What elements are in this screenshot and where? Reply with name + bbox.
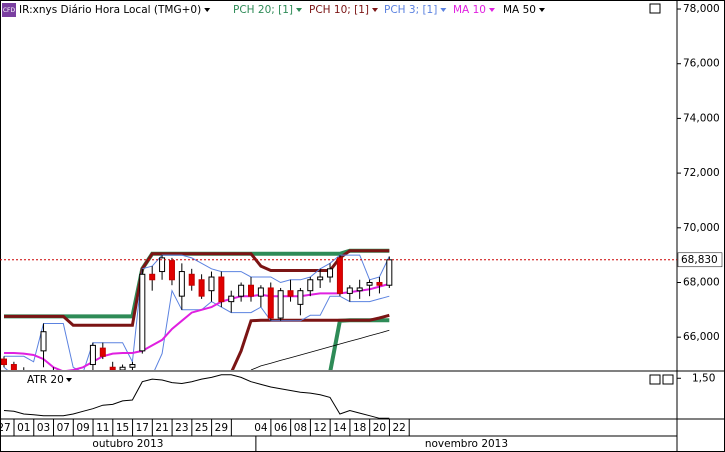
series-line xyxy=(230,313,390,370)
candle-body xyxy=(129,364,136,368)
series-line xyxy=(4,282,390,370)
atr-panel xyxy=(3,374,390,419)
candle-body xyxy=(149,273,156,281)
atr-title[interactable]: ATR 20 xyxy=(27,374,64,386)
x-tick-label: 23 xyxy=(175,422,188,434)
candle-body xyxy=(10,364,17,370)
dropdown[interactable] xyxy=(204,8,211,12)
last-price-box xyxy=(677,252,723,268)
candle-body xyxy=(356,287,363,292)
dropdown[interactable] xyxy=(538,8,545,12)
candle-body xyxy=(277,290,284,319)
plot-area xyxy=(1,248,393,370)
candle-body xyxy=(376,281,383,286)
last-price-label: 68,830 xyxy=(681,254,718,266)
candle-body xyxy=(238,284,245,297)
month-label: outubro 2013 xyxy=(92,438,163,450)
series-line xyxy=(3,374,390,419)
candle-body xyxy=(168,260,175,281)
x-tick-label: 21 xyxy=(155,422,168,434)
candle-body xyxy=(346,287,353,294)
x-tick-label: 12 xyxy=(313,422,326,434)
x-tick-label: 09 xyxy=(76,422,89,434)
dropdown[interactable] xyxy=(440,8,447,12)
dropdown[interactable] xyxy=(296,8,303,12)
legend-entry[interactable]: PCH 10; [1] xyxy=(309,4,369,16)
candle-body xyxy=(248,284,254,297)
y-tick-label: 74,000 xyxy=(683,112,720,124)
chart-title[interactable]: IR:xnys Diário Hora Local (TMG+0) xyxy=(19,4,201,16)
x-tick-label: 11 xyxy=(96,422,109,434)
x-tick-label: 17 xyxy=(136,422,149,434)
candle-body xyxy=(336,257,343,294)
x-tick-label: 08 xyxy=(294,422,307,434)
candle-body xyxy=(198,279,205,297)
x-tick-label: 18 xyxy=(353,422,366,434)
candle-body xyxy=(366,281,373,286)
series-line xyxy=(3,289,390,370)
candle-body xyxy=(109,366,116,370)
legend-entry[interactable]: MA 10 xyxy=(453,4,486,16)
candle-body xyxy=(99,347,106,357)
close-button[interactable] xyxy=(662,374,674,385)
y-tick-label: 72,000 xyxy=(683,167,720,179)
month-label: novembro 2013 xyxy=(425,438,508,450)
dropdown[interactable] xyxy=(66,378,72,382)
candle-body xyxy=(139,273,146,352)
candle-body xyxy=(208,276,215,292)
candle-body xyxy=(188,273,195,286)
x-tick-label: 22 xyxy=(393,422,406,434)
badge: CFD xyxy=(3,7,16,14)
series-line xyxy=(250,329,390,370)
x-tick-label: 29 xyxy=(215,422,228,434)
x-tick-label: 01 xyxy=(17,422,30,434)
y-tick-label: 70,000 xyxy=(683,222,720,234)
x-tick-label: 15 xyxy=(116,422,129,434)
x-tick-label: 04 xyxy=(254,422,268,434)
candle-body xyxy=(1,358,7,366)
candle-body xyxy=(228,295,235,303)
candle-body xyxy=(327,268,334,278)
y-tick-label: 78,000 xyxy=(683,3,720,15)
candle-body xyxy=(386,259,393,286)
legend-entry[interactable]: PCH 3; [1] xyxy=(384,4,437,16)
y-tick-label: 68,000 xyxy=(683,276,720,288)
x-tick-label: 03 xyxy=(37,422,50,434)
candle-body xyxy=(40,331,47,352)
candle-body xyxy=(297,290,304,305)
maximize-button[interactable] xyxy=(649,3,661,14)
series-line xyxy=(4,249,390,327)
candle-body xyxy=(267,287,274,319)
candle-body xyxy=(287,290,294,297)
x-tick-label: 06 xyxy=(274,422,288,434)
candle-body xyxy=(119,366,126,370)
candle-body xyxy=(178,271,185,297)
maximize-button[interactable] xyxy=(649,374,661,385)
candle-body xyxy=(257,287,264,297)
x-tick-label: 14 xyxy=(333,422,347,434)
legend-entry[interactable]: MA 50 xyxy=(503,4,536,16)
candle-body xyxy=(89,344,96,366)
x-tick-label: 27 xyxy=(0,422,11,434)
badge-box xyxy=(2,3,16,17)
candle-body xyxy=(307,279,314,292)
candle-body xyxy=(159,257,166,273)
legend-entry[interactable]: PCH 20; [1] xyxy=(233,4,293,16)
y-tick-label: 66,000 xyxy=(683,331,720,343)
y-tick-label: 1,50 xyxy=(692,372,715,384)
x-tick-label: 07 xyxy=(57,422,70,434)
dropdown[interactable] xyxy=(372,8,379,12)
y-tick-label: 76,000 xyxy=(683,58,720,70)
dropdown[interactable] xyxy=(488,8,495,12)
series-line xyxy=(4,254,390,370)
x-tick-label: 20 xyxy=(373,422,386,434)
candle-body xyxy=(317,276,324,281)
x-tick-label: 25 xyxy=(195,422,208,434)
candle-body xyxy=(218,276,225,303)
